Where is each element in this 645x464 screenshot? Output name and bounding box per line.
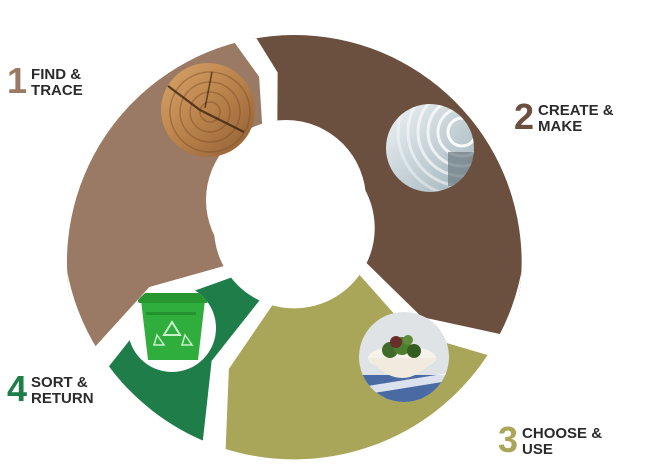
segment-choose-use bbox=[217, 262, 500, 464]
step-title-3: CHOOSE & USE bbox=[522, 423, 602, 458]
step-title-1-line1: FIND & bbox=[31, 66, 82, 83]
step-title-4: SORT & RETURN bbox=[31, 372, 94, 407]
step-title-3-line2: USE bbox=[522, 441, 553, 458]
wood-log-icon bbox=[161, 63, 255, 157]
step-label-1: 1 FIND & TRACE bbox=[7, 60, 83, 101]
step-label-2: 2 CREATE & MAKE bbox=[514, 96, 614, 137]
step-label-3: 3 CHOOSE & USE bbox=[498, 419, 602, 460]
step-title-2-line1: CREATE & bbox=[538, 102, 614, 119]
step-title-2-line2: MAKE bbox=[538, 118, 583, 135]
step-label-4: 4 SORT & RETURN bbox=[7, 368, 94, 409]
step-title-2: CREATE & MAKE bbox=[538, 100, 614, 135]
step-number-3: 3 bbox=[498, 419, 519, 460]
step-number-4: 4 bbox=[7, 368, 28, 409]
step-number-2: 2 bbox=[514, 96, 535, 137]
step-number-1: 1 bbox=[7, 60, 28, 101]
step-title-1: FIND & TRACE bbox=[31, 64, 83, 99]
step-title-4-line2: RETURN bbox=[31, 390, 94, 407]
step-title-3-line1: CHOOSE & bbox=[522, 425, 603, 442]
step-title-1-line2: TRACE bbox=[31, 82, 83, 99]
center-hole bbox=[206, 120, 366, 280]
step-title-4-line1: SORT & bbox=[31, 374, 88, 391]
paper-roll-icon bbox=[386, 104, 474, 192]
recycling-bin-icon bbox=[128, 284, 216, 372]
